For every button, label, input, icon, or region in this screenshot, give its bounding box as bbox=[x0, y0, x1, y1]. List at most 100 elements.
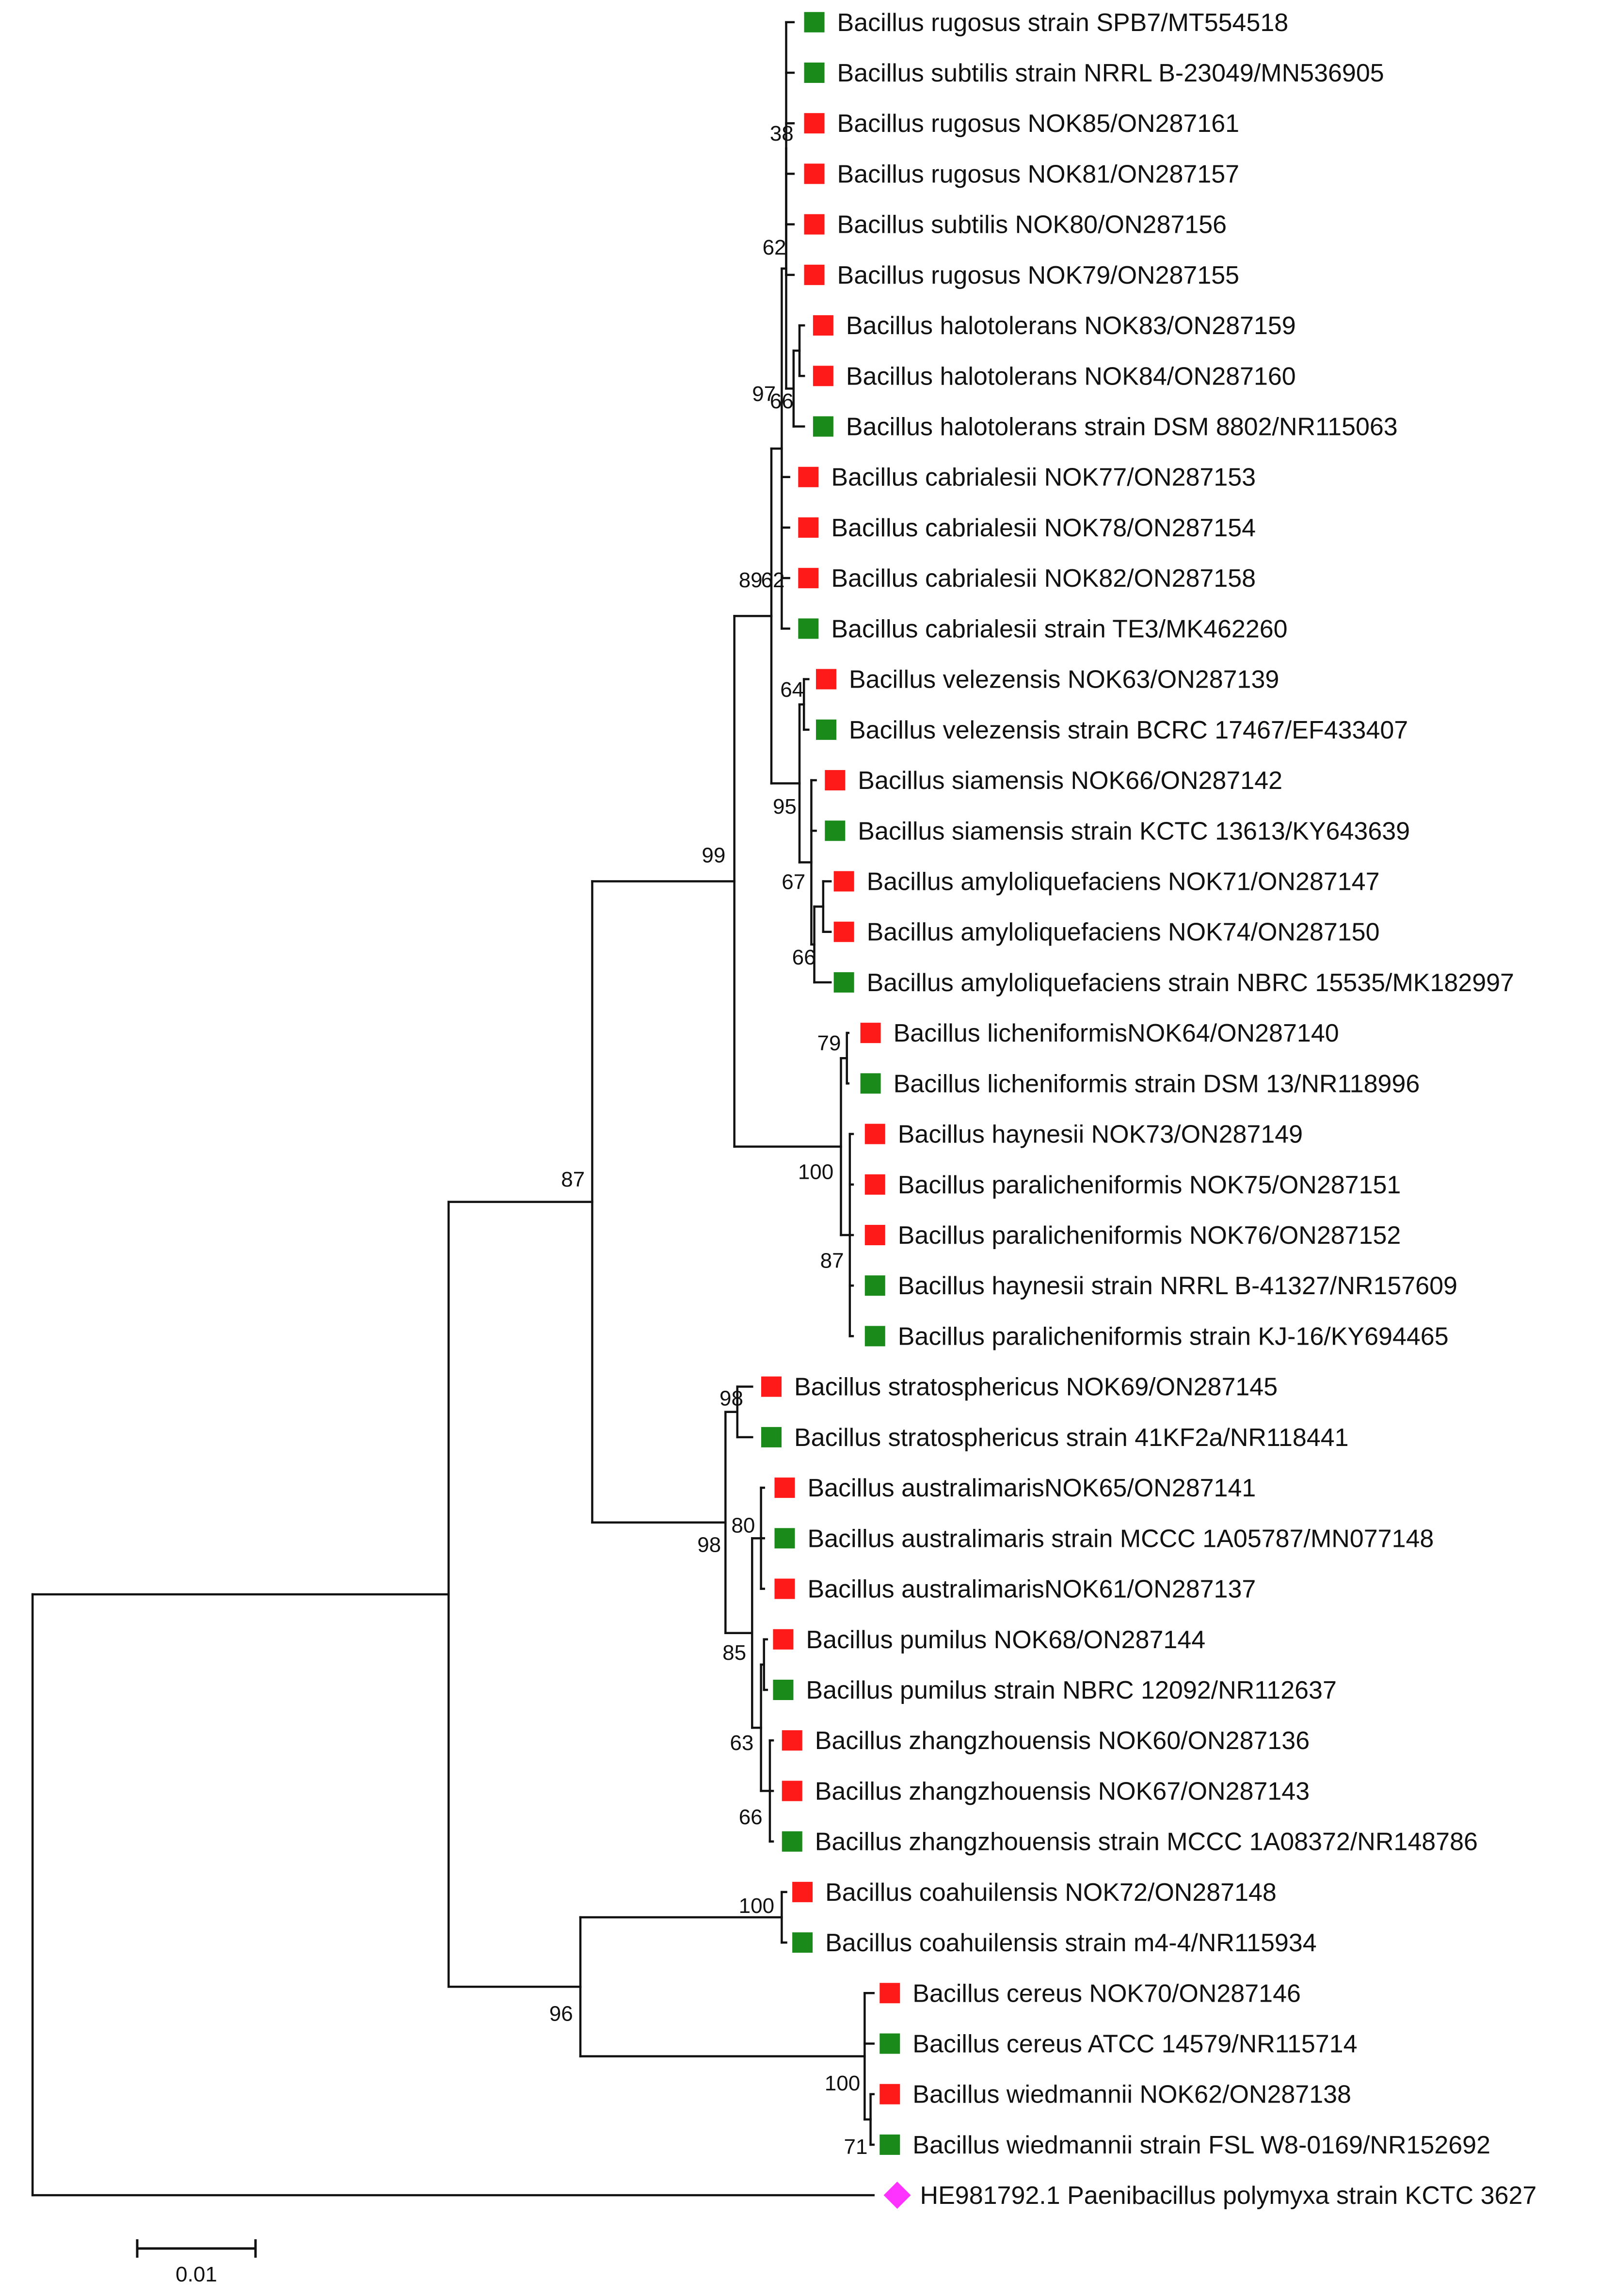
bootstrap-value: 80 bbox=[731, 1514, 755, 1538]
reference-square-marker bbox=[792, 1932, 813, 1953]
reference-square-marker bbox=[773, 1679, 794, 1700]
taxon-markers bbox=[761, 12, 911, 2209]
isolate-square-marker bbox=[773, 1629, 794, 1650]
taxon-label: Bacillus paralicheniformis NOK76/ON28715… bbox=[898, 1221, 1401, 1250]
bootstrap-value: 63 bbox=[730, 1731, 753, 1755]
reference-square-marker bbox=[774, 1528, 795, 1549]
isolate-square-marker bbox=[782, 1781, 802, 1801]
tree-branches bbox=[31, 21, 875, 2197]
taxon-label: Bacillus coahuilensis strain m4-4/NR1159… bbox=[825, 1929, 1317, 1957]
isolate-square-marker bbox=[792, 1881, 813, 1902]
taxon-label: Bacillus wiedmannii NOK62/ON287138 bbox=[912, 2081, 1351, 2109]
isolate-square-marker bbox=[864, 1124, 885, 1144]
taxon-label: Bacillus stratosphericus strain 41KF2a/N… bbox=[794, 1424, 1349, 1452]
taxon-label: Bacillus pumilus NOK68/ON287144 bbox=[806, 1626, 1205, 1654]
reference-square-marker bbox=[798, 618, 819, 639]
reference-square-marker bbox=[782, 1831, 802, 1852]
bootstrap-value: 66 bbox=[770, 389, 794, 413]
taxon-label: Bacillus haynesii NOK73/ON287149 bbox=[898, 1121, 1303, 1149]
taxon-label: Bacillus amyloliquefaciens NOK74/ON28715… bbox=[867, 918, 1380, 947]
bootstrap-values: 3862976689626495676699791008787989880856… bbox=[549, 122, 868, 2159]
isolate-square-marker bbox=[804, 214, 825, 235]
bootstrap-value: 100 bbox=[825, 2071, 860, 2095]
isolate-square-marker bbox=[798, 466, 819, 487]
reference-square-marker bbox=[815, 719, 836, 740]
bootstrap-value: 62 bbox=[761, 568, 785, 592]
bootstrap-value: 66 bbox=[739, 1805, 763, 1829]
bootstrap-value: 100 bbox=[798, 1160, 833, 1184]
bootstrap-value: 64 bbox=[780, 678, 804, 702]
taxon-label: Bacillus wiedmannii strain FSL W8-0169/N… bbox=[912, 2131, 1490, 2159]
taxon-label: Bacillus rugosus NOK79/ON287155 bbox=[837, 261, 1240, 289]
taxon-label: Bacillus licheniformisNOK64/ON287140 bbox=[894, 1019, 1339, 1047]
isolate-square-marker bbox=[782, 1730, 802, 1751]
taxon-label: Bacillus australimaris strain MCCC 1A057… bbox=[807, 1525, 1434, 1553]
taxon-label: Bacillus halotolerans strain DSM 8802/NR… bbox=[846, 413, 1398, 441]
taxon-label: Bacillus velezensis NOK63/ON287139 bbox=[849, 666, 1279, 694]
bootstrap-value: 96 bbox=[549, 2002, 573, 2026]
taxon-label: HE981792.1 Paenibacillus polymyxa strain… bbox=[920, 2182, 1537, 2210]
taxon-label: Bacillus haynesii strain NRRL B-41327/NR… bbox=[898, 1272, 1457, 1300]
taxon-label: Bacillus zhangzhouensis strain MCCC 1A08… bbox=[815, 1828, 1478, 1856]
isolate-square-marker bbox=[813, 366, 833, 386]
bootstrap-value: 85 bbox=[722, 1641, 746, 1665]
isolate-square-marker bbox=[864, 1225, 885, 1246]
taxon-label: Bacillus paralicheniformis strain KJ-16/… bbox=[898, 1322, 1449, 1350]
bootstrap-value: 100 bbox=[739, 1894, 774, 1918]
taxon-label: Bacillus subtilis NOK80/ON287156 bbox=[837, 211, 1227, 239]
isolate-square-marker bbox=[774, 1578, 795, 1599]
taxon-label: Bacillus siamensis strain KCTC 13613/KY6… bbox=[858, 817, 1410, 845]
taxon-label: Bacillus amyloliquefaciens NOK71/ON28714… bbox=[867, 867, 1380, 896]
taxon-label: Bacillus siamensis NOK66/ON287142 bbox=[858, 767, 1282, 795]
bootstrap-value: 98 bbox=[697, 1533, 721, 1557]
taxon-label: Bacillus coahuilensis NOK72/ON287148 bbox=[825, 1879, 1277, 1907]
reference-square-marker bbox=[860, 1073, 881, 1094]
isolate-square-marker bbox=[864, 1174, 885, 1195]
bootstrap-value: 67 bbox=[782, 870, 805, 894]
taxon-label: Bacillus australimarisNOK61/ON287137 bbox=[807, 1575, 1256, 1604]
isolate-square-marker bbox=[798, 517, 819, 538]
isolate-square-marker bbox=[804, 163, 825, 184]
taxon-label: Bacillus paralicheniformis NOK75/ON28715… bbox=[898, 1171, 1401, 1199]
taxon-label: Bacillus licheniformis strain DSM 13/NR1… bbox=[894, 1070, 1420, 1098]
reference-square-marker bbox=[833, 972, 854, 993]
bootstrap-value: 62 bbox=[763, 236, 786, 259]
bootstrap-value: 71 bbox=[844, 2135, 868, 2159]
bootstrap-value: 98 bbox=[720, 1386, 743, 1410]
taxon-label: Bacillus amyloliquefaciens strain NBRC 1… bbox=[867, 969, 1514, 997]
isolate-square-marker bbox=[815, 669, 836, 690]
taxon-label: Bacillus cereus ATCC 14579/NR115714 bbox=[912, 2030, 1357, 2058]
taxon-label: Bacillus cabrialesii NOK78/ON287154 bbox=[831, 514, 1256, 542]
isolate-square-marker bbox=[813, 315, 833, 336]
taxon-label: Bacillus cabrialesii NOK82/ON287158 bbox=[831, 564, 1256, 593]
isolate-square-marker bbox=[798, 568, 819, 589]
isolate-square-marker bbox=[825, 770, 846, 791]
isolate-square-marker bbox=[879, 2084, 900, 2104]
taxon-label: Bacillus cereus NOK70/ON287146 bbox=[912, 1979, 1301, 2007]
reference-square-marker bbox=[804, 12, 825, 32]
reference-square-marker bbox=[813, 416, 833, 437]
bootstrap-value: 38 bbox=[770, 122, 794, 145]
outgroup-diamond-marker bbox=[883, 2182, 911, 2209]
taxon-label: Bacillus zhangzhouensis NOK60/ON287136 bbox=[815, 1727, 1310, 1755]
taxon-label: Bacillus cabrialesii strain TE3/MK462260 bbox=[831, 615, 1287, 643]
reference-square-marker bbox=[825, 820, 846, 841]
scale-bar: 0.01 bbox=[136, 2239, 257, 2286]
bootstrap-value: 99 bbox=[702, 844, 725, 867]
taxon-label: Bacillus pumilus strain NBRC 12092/NR112… bbox=[806, 1676, 1336, 1704]
isolate-square-marker bbox=[804, 264, 825, 285]
taxon-label: Bacillus subtilis strain NRRL B-23049/MN… bbox=[837, 59, 1384, 87]
isolate-square-marker bbox=[833, 871, 854, 892]
taxon-label: Bacillus rugosus strain SPB7/MT554518 bbox=[837, 9, 1289, 37]
bootstrap-value: 87 bbox=[561, 1168, 585, 1191]
bootstrap-value: 66 bbox=[792, 946, 816, 969]
taxon-label: Bacillus halotolerans NOK83/ON287159 bbox=[846, 312, 1296, 340]
taxon-label: Bacillus rugosus NOK81/ON287157 bbox=[837, 160, 1240, 188]
taxon-labels: Bacillus rugosus strain SPB7/MT554518 Bac… bbox=[794, 9, 1536, 2210]
taxon-label: Bacillus australimarisNOK65/ON287141 bbox=[807, 1474, 1256, 1502]
isolate-square-marker bbox=[833, 921, 854, 942]
taxon-label: Bacillus zhangzhouensis NOK67/ON287143 bbox=[815, 1777, 1310, 1805]
reference-square-marker bbox=[761, 1427, 782, 1447]
taxon-label: Bacillus velezensis strain BCRC 17467/EF… bbox=[849, 716, 1408, 744]
